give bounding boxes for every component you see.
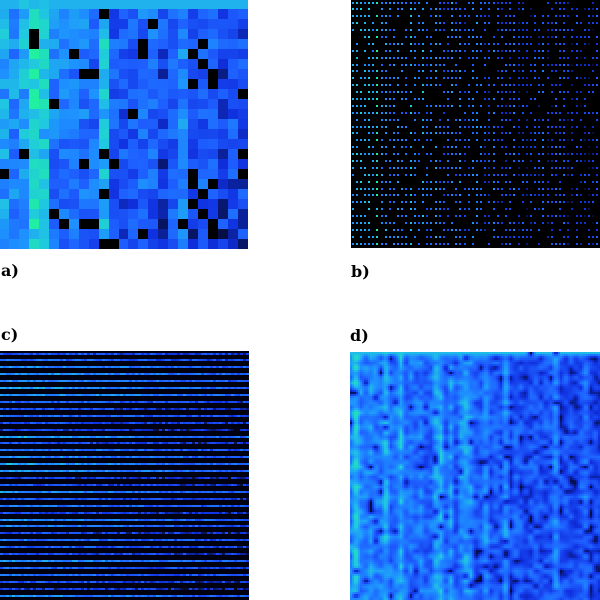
heatmap-panel-a xyxy=(0,0,248,249)
heatmap-panel-b xyxy=(351,0,600,248)
panel-label-b: b) xyxy=(351,262,370,281)
heatmap-panel-d xyxy=(350,352,600,600)
panel-label-d: d) xyxy=(350,326,369,345)
heatmap-panel-c xyxy=(0,351,249,600)
panel-label-c: c) xyxy=(1,325,19,344)
panel-label-a: a) xyxy=(1,261,19,280)
